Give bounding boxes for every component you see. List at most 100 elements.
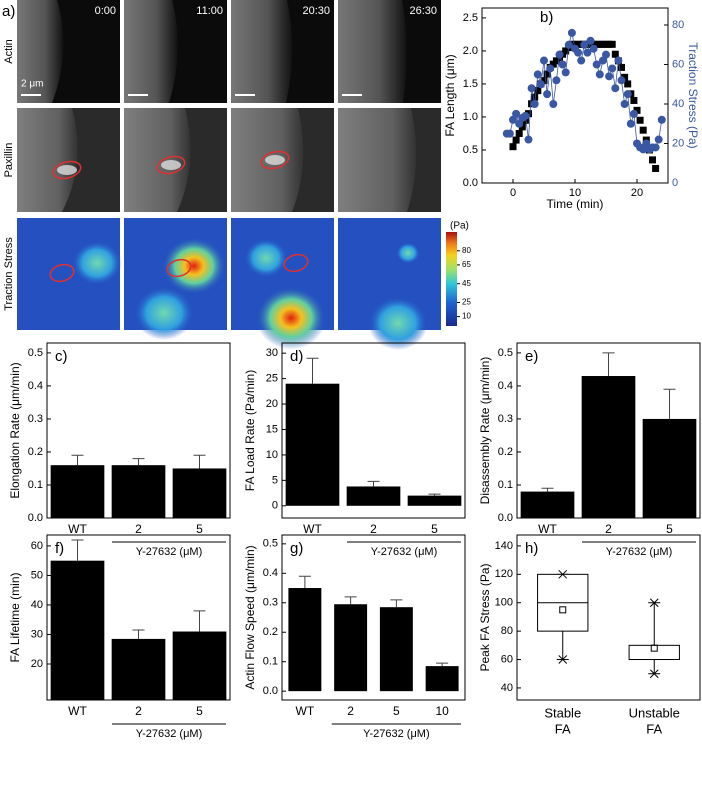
group-label: Y-27632 (μM): [606, 546, 672, 558]
point: [642, 139, 651, 148]
point: [555, 50, 564, 59]
stress-blob: [134, 286, 194, 340]
panel-label: g): [290, 540, 303, 557]
point: [611, 50, 619, 58]
point: [636, 116, 644, 124]
row-label: Actin: [3, 39, 15, 63]
point: [512, 136, 520, 144]
x-tick-label: 5: [196, 522, 203, 536]
y-tick-label: 0.0: [263, 685, 278, 697]
bar: [111, 465, 166, 518]
plot-frame: [281, 534, 466, 701]
point: [567, 28, 576, 37]
cell-edge: [338, 0, 407, 103]
y-tick-label: 60: [31, 540, 43, 552]
group-label: Y-27632 (μM): [136, 728, 202, 740]
group-label: Y-27632 (μM): [363, 728, 429, 740]
colorbar-title: (Pa): [450, 221, 469, 232]
error-bar: [193, 610, 206, 632]
y-tick-label: 0.0: [28, 512, 43, 524]
cell-edge: [17, 0, 64, 103]
bar: [50, 465, 105, 518]
point: [536, 80, 545, 89]
x-tick-label: FA: [646, 721, 662, 736]
panel-label: a): [2, 3, 15, 20]
colorbar-tick-label: 45: [462, 279, 471, 288]
time-stamp: 26:30: [409, 5, 437, 17]
fa-outline: [166, 258, 192, 278]
y-axis-title: Peak FA Stress (Pa): [478, 563, 492, 671]
y-tick-label: 2.5: [463, 12, 478, 24]
point: [512, 109, 521, 118]
point: [564, 40, 573, 49]
error-bar: [428, 493, 441, 496]
y-tick-label: 1.0: [463, 111, 478, 123]
point: [580, 40, 589, 49]
point: [534, 87, 542, 95]
y-tick-label: 0.4: [28, 380, 43, 392]
error-bar: [132, 458, 145, 466]
point: [521, 111, 530, 120]
y-tick-label: 60: [501, 653, 513, 665]
x-tick-label: FA: [555, 721, 571, 736]
bar: [425, 666, 459, 692]
error-bar: [541, 487, 554, 492]
point: [614, 56, 623, 65]
bar: [642, 418, 697, 518]
row-label: Paxillin: [3, 143, 15, 178]
stress-blob: [244, 238, 288, 278]
bar: [379, 607, 413, 692]
point: [639, 145, 648, 154]
point: [639, 126, 647, 134]
y-tick-label: 2.0: [463, 45, 478, 57]
y2-tick-label: 0: [672, 177, 678, 189]
plot-frame: [516, 534, 701, 701]
error-bar: [71, 454, 84, 466]
y-tick-label: 50: [31, 569, 43, 581]
fa-spot: [265, 155, 285, 165]
y-tick-label: 40: [31, 599, 43, 611]
x-tick-label: WT: [68, 704, 87, 718]
y-tick-label: 10: [266, 449, 278, 461]
point: [586, 36, 595, 45]
bar: [50, 560, 105, 700]
x-tick-label: 2: [347, 704, 354, 718]
y-tick-label: 0.3: [498, 413, 513, 425]
time-stamp: 20:30: [302, 5, 330, 17]
y-axis-title: Elongation Rate (μm/min): [8, 362, 22, 498]
plot-frame: [281, 342, 466, 519]
bar: [285, 383, 340, 506]
x-tick-label: Unstable: [629, 705, 680, 720]
y-tick-label: 40: [501, 682, 513, 694]
point: [505, 129, 514, 138]
y-tick-label: 30: [266, 347, 278, 359]
colorbar-tick-label: 65: [462, 260, 471, 269]
y-tick-label: 80: [501, 625, 513, 637]
point: [611, 84, 620, 93]
y-tick-label: 0.1: [263, 656, 278, 668]
colorbar: [446, 232, 457, 326]
x-tick-label: 10: [435, 704, 449, 718]
bar: [111, 638, 166, 700]
point: [651, 143, 660, 152]
y2-tick-label: 40: [672, 98, 684, 110]
cell-edge: [231, 0, 293, 103]
stress-blob: [72, 240, 122, 286]
point: [654, 135, 663, 144]
point: [524, 135, 533, 144]
y2-tick-label: 20: [672, 137, 684, 149]
x-tick-label: Stable: [544, 705, 581, 720]
colorbar-tick-label: 80: [462, 246, 471, 255]
point: [558, 60, 567, 69]
y-tick-label: 120: [495, 568, 513, 580]
point: [620, 99, 629, 108]
point: [540, 56, 548, 65]
y-tick-label: 0.0: [463, 177, 478, 189]
error-bar: [436, 662, 449, 667]
y2-tick-label: 80: [672, 19, 684, 31]
error-bar: [390, 599, 403, 608]
point: [589, 44, 598, 53]
error-bar: [367, 480, 380, 487]
group-label: Y-27632 (μM): [371, 546, 437, 558]
